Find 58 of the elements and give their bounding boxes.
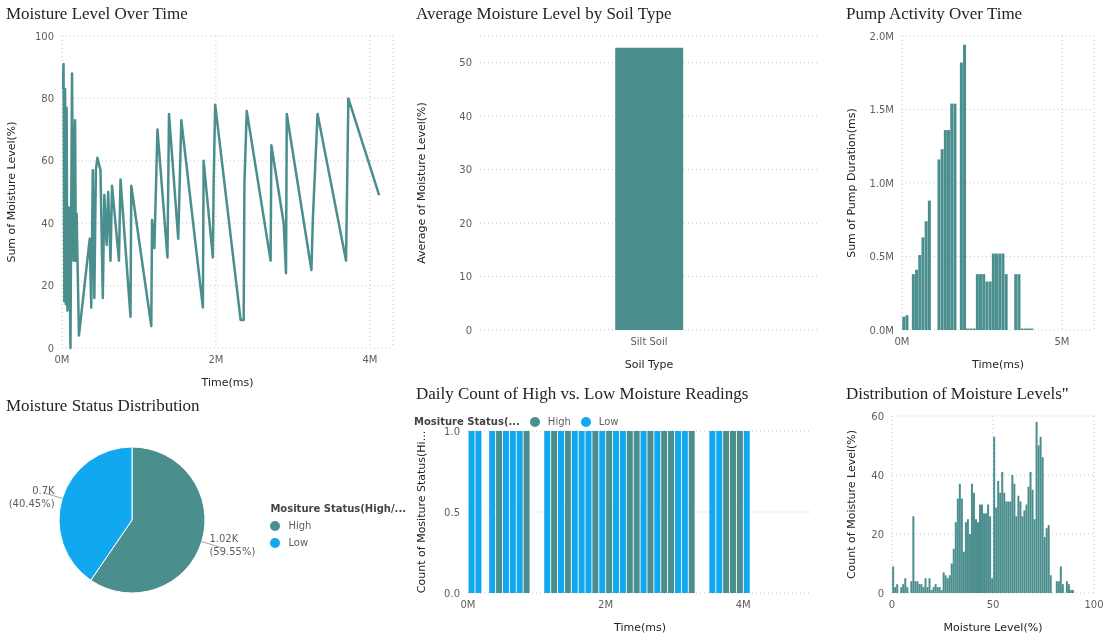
y-tick-label: 0.0M xyxy=(869,324,894,336)
y-tick-label: 0 xyxy=(465,324,472,336)
x-axis-title: Time(ms) xyxy=(200,376,254,389)
x-tick-label: 0M xyxy=(894,336,910,348)
y-tick-label: 1.0 xyxy=(444,425,460,437)
y-tick-label: 20 xyxy=(871,528,884,540)
y-tick-label: 40 xyxy=(41,217,54,229)
x-tick-label: 2M xyxy=(208,354,224,366)
y-axis-title: Count of Moisture Level(%) xyxy=(844,429,858,580)
y-tick-label: 60 xyxy=(41,155,54,167)
chart-title: Average Moisture Level by Soil Type xyxy=(415,3,673,25)
chart-title: Moisture Status Distribution xyxy=(5,395,201,417)
y-tick-label: 40 xyxy=(871,469,884,481)
y-tick-label: 50 xyxy=(459,57,472,69)
y-tick-label: 2.0M xyxy=(869,30,894,42)
legend-label: High xyxy=(546,416,571,427)
x-tick-label: 100 xyxy=(1084,599,1104,611)
y-tick-label: 0 xyxy=(877,587,884,599)
y-axis-title: Average of Moisture Level(%) xyxy=(414,102,428,264)
y-tick-label: 1.5M xyxy=(869,104,894,116)
chart-title: Moisture Level Over Time xyxy=(5,3,189,25)
x-axis-title: Moisture Level(%) xyxy=(943,621,1043,634)
y-tick-label: 40 xyxy=(459,110,472,122)
chart-title: Pump Activity Over Time xyxy=(845,3,1024,25)
x-tick-label: 2M xyxy=(598,599,614,611)
chart-title: Distribution of Moisture Levels" xyxy=(845,383,1070,405)
x-tick-label: 50 xyxy=(986,599,1000,611)
legend-label: Low xyxy=(597,416,619,427)
y-axis-title: Count of Mositure Status(Hi... xyxy=(414,430,428,594)
y-tick-label: 20 xyxy=(459,217,472,229)
y-tick-label: 1.0M xyxy=(869,177,894,189)
legend-title: Mositure Status(... xyxy=(414,416,520,427)
x-tick-label: 4M xyxy=(735,599,751,611)
y-tick-label: 0.0 xyxy=(444,587,460,599)
data-label: 1.02K (59.55%) xyxy=(209,532,256,557)
y-axis-title: Sum of Moisture Level(%) xyxy=(4,121,18,263)
x-tick-label: 0M xyxy=(54,354,70,366)
x-tick-label: 5M xyxy=(1054,336,1070,348)
y-tick-label: 80 xyxy=(41,92,54,104)
x-tick-label: 0M xyxy=(460,599,476,611)
y-tick-label: 20 xyxy=(41,280,54,292)
legend-title: Mositure Status(High/... xyxy=(270,503,406,514)
y-tick-label: 0.5 xyxy=(444,506,460,518)
y-tick-label: 60 xyxy=(871,410,884,422)
data-label: 0.7K (40.45%) xyxy=(8,484,56,509)
y-tick-label: 10 xyxy=(459,271,472,283)
y-tick-label: 30 xyxy=(459,164,472,176)
chart-title: Daily Count of High vs. Low Moisture Readings xyxy=(415,383,750,405)
y-axis-title: Sum of Pump Duration(ms) xyxy=(844,108,858,258)
x-tick-label: 4M xyxy=(362,354,378,366)
y-tick-label: 0.5M xyxy=(869,251,894,263)
x-tick-label: Silt Soil xyxy=(630,336,668,348)
x-axis-title: Soil Type xyxy=(624,358,674,371)
y-tick-label: 100 xyxy=(34,30,54,42)
legend-label: Low xyxy=(287,537,309,548)
x-axis-title: Time(ms) xyxy=(613,621,666,634)
legend-label: High xyxy=(287,520,312,531)
x-axis-title: Time(ms) xyxy=(971,358,1024,371)
